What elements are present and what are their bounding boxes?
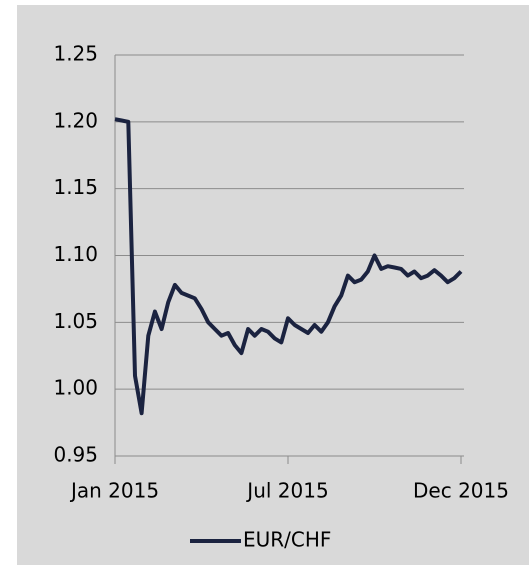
y-tick-label: 1.20 [53, 108, 98, 132]
y-tick-label: 1.00 [53, 376, 98, 400]
y-tick-label: 1.10 [53, 242, 98, 266]
x-tick-label: Jul 2015 [245, 479, 328, 503]
y-tick-label: 1.25 [53, 42, 98, 66]
legend-label: EUR/CHF [243, 528, 331, 552]
x-tick-label: Dec 2015 [413, 479, 509, 503]
y-tick-label: 1.15 [53, 175, 98, 199]
chart-background [17, 5, 529, 565]
y-tick-label: 0.95 [53, 443, 98, 467]
data-line [114, 117, 463, 416]
y-tick-label: 1.05 [53, 309, 98, 333]
x-tick-label: Jan 2015 [69, 479, 159, 503]
